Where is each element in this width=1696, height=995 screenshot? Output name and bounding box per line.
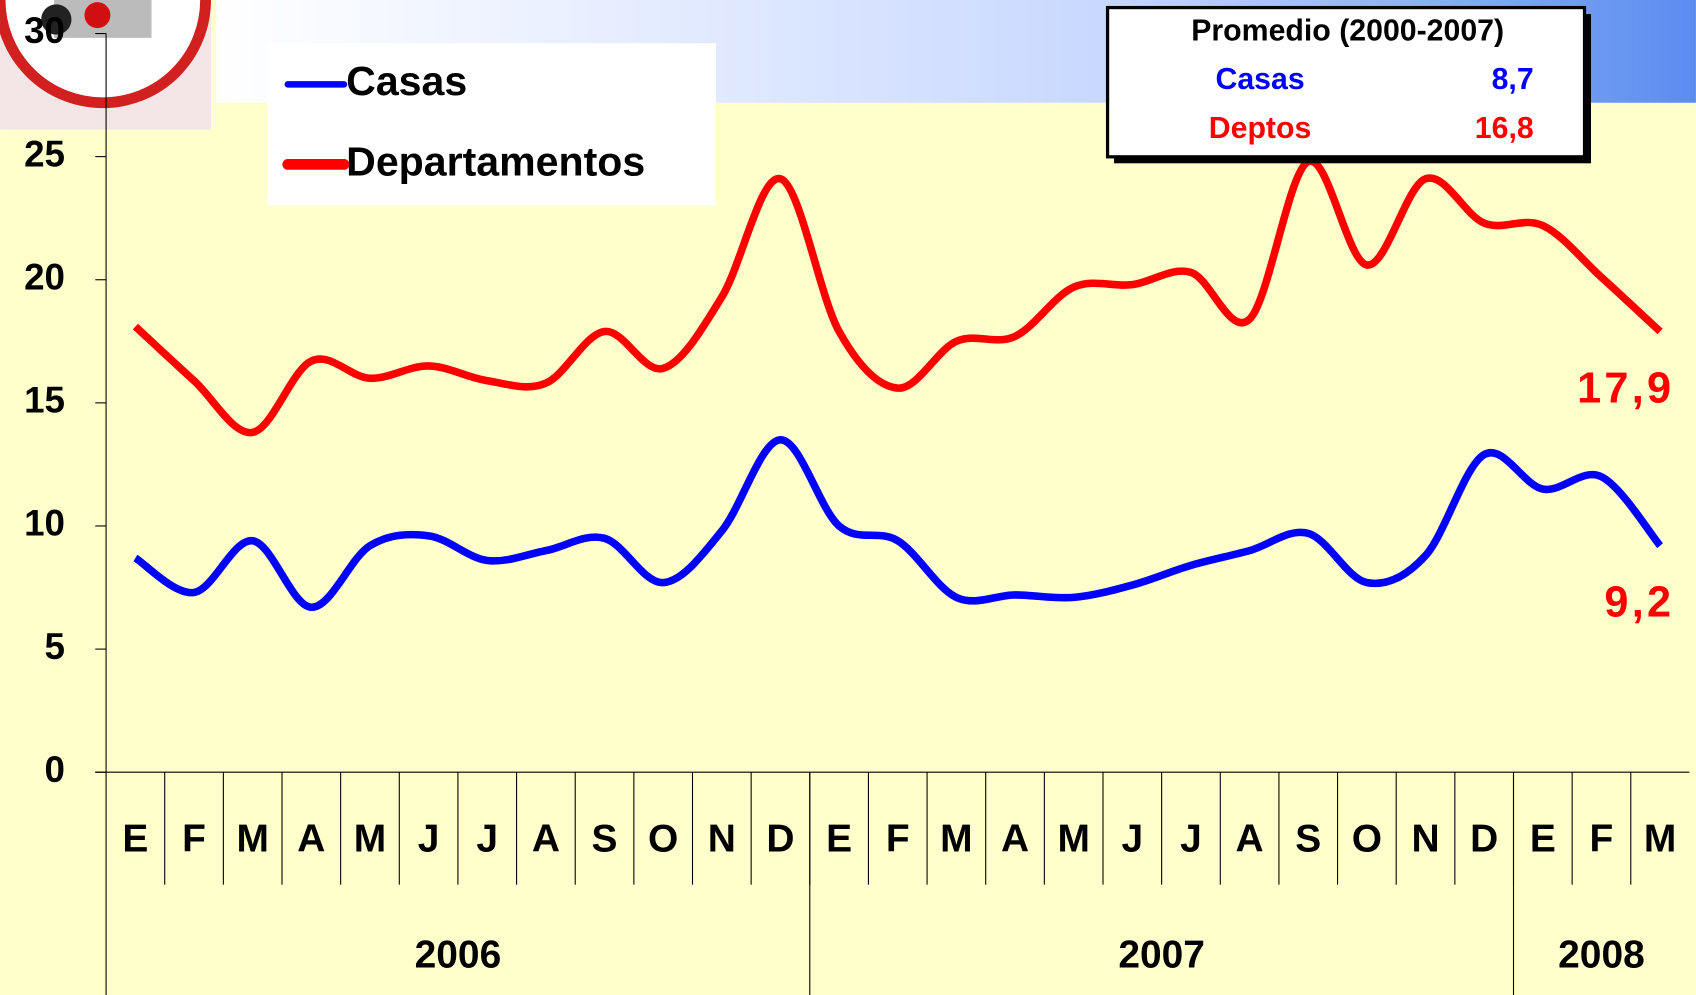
x-tick-label: O [648,818,678,861]
inset-row-value: 16,8 [1475,112,1534,145]
line-series [132,157,1663,437]
y-tick-label: 5 [45,626,65,667]
x-tick-label: M [940,818,972,861]
x-tick-label: M [1644,818,1676,861]
x-tick-label: O [1352,818,1382,861]
inset-row-name: Casas [1215,63,1304,96]
x-tick-label: D [1470,818,1498,861]
x-tick-label: J [418,818,440,861]
x-tick-label: M [354,818,386,861]
inset-title: Promedio (2000-2007) [1191,14,1504,47]
inset-box: Promedio (2000-2007) Casas 8,7 Deptos 16,8 [1105,5,1592,164]
x-tick-label: D [766,818,794,861]
year-label: 2007 [1118,933,1205,976]
x-tick-label: J [1180,818,1202,861]
x-tick-label: E [122,818,148,861]
y-tick-label: 25 [24,133,65,174]
y-tick-label: 15 [24,380,65,421]
logo [0,0,211,130]
x-tick-label: S [592,818,618,861]
inset-row-name: Deptos [1209,112,1312,145]
y-tick-label: 30 [24,10,65,51]
y-tick-label: 20 [24,256,65,297]
x-tick-label: N [1411,818,1439,861]
y-tick-label: 10 [24,503,65,544]
year-label: 2006 [415,933,502,976]
x-tick-label: J [1121,818,1143,861]
inset-row-value: 8,7 [1492,63,1534,96]
x-tick-label: A [1236,818,1264,861]
x-tick-label: F [886,818,910,861]
legend-label: Departamentos [346,138,645,184]
x-tick-label: M [236,818,268,861]
x-tick-label: M [1057,818,1089,861]
x-tick-label: A [297,818,325,861]
legend-label: Casas [346,58,467,104]
x-tick-label: S [1295,818,1321,861]
x-tick-label: F [182,818,206,861]
x-tick-label: A [532,818,560,861]
end-label: 17,9 [1577,364,1674,412]
x-tick-label: E [826,818,852,861]
end-label: 9,2 [1604,579,1674,627]
x-tick-label: F [1590,818,1614,861]
x-tick-label: N [708,818,736,861]
year-label: 2008 [1558,933,1645,976]
x-tick-label: A [1001,818,1029,861]
x-tick-label: J [476,818,498,861]
legend: Casas Departamentos [267,43,717,206]
y-tick-label: 0 [45,749,65,790]
x-tick-label: E [1530,818,1556,861]
line-series [133,436,1664,612]
